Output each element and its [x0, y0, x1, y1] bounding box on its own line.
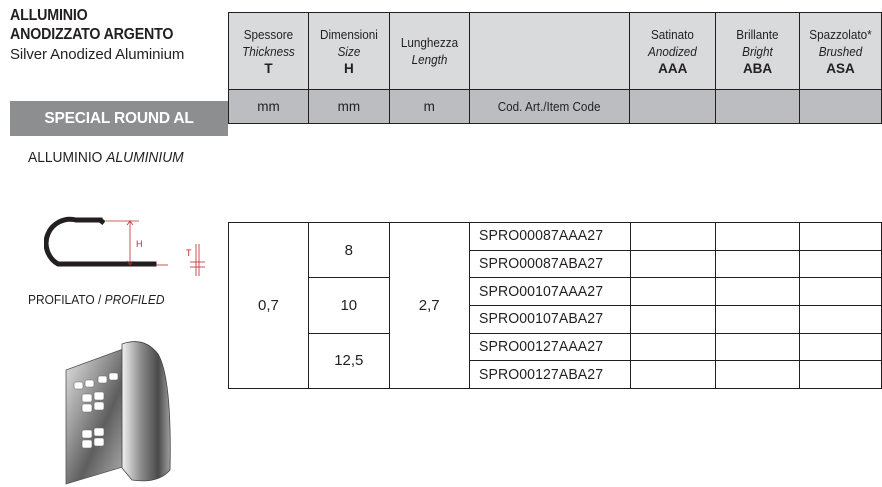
title-line-1: ALLUMINIO: [10, 7, 88, 24]
header-code-blank: [468, 12, 631, 90]
cell-finish-spazzolato: [799, 305, 882, 334]
material-italic: ALUMINIUM: [106, 149, 184, 166]
header-finish-spazzolato: Spazzolato* Brushed ASA: [798, 12, 882, 90]
finish-satinato-en: Anodized: [648, 43, 698, 59]
cell-item-code: SPRO00087AAA27: [468, 222, 631, 251]
material-main: ALLUMINIO: [28, 149, 103, 166]
header-item-code: Cod. Art./Item Code: [468, 89, 631, 124]
profile-shape: [44, 216, 157, 267]
profiled-main: PROFILATO /: [28, 292, 102, 307]
cell-size-12-5: 12,5: [307, 332, 390, 390]
finish-brillante-code: ABA: [742, 60, 773, 76]
product-photo: [65, 341, 171, 485]
cell-item-code: SPRO00107ABA27: [468, 305, 631, 334]
item-code-label: Cod. Art./Item Code: [498, 99, 601, 114]
cell-finish-spazzolato: [799, 222, 882, 251]
spec-data-table: 0,7 8 2,7 SPRO00087AAA27 SPRO00087ABA27 …: [228, 221, 882, 390]
cell-finish-spazzolato: [799, 277, 882, 307]
title-line-3: Silver Anodized Aluminium: [10, 46, 185, 63]
table-row: 0,7 8 2,7 SPRO00087AAA27: [228, 221, 882, 390]
dimension-h: [106, 220, 168, 266]
cell-finish-brillante: [715, 222, 801, 251]
header-length-it: Lunghezza: [400, 35, 458, 50]
finish-spazzolato-it: Spazzolato*: [809, 26, 872, 42]
unit-length: m: [388, 89, 470, 124]
cell-finish-satinato: [629, 305, 717, 334]
cell-finish-satinato: [629, 332, 717, 362]
unit-dimensions: mm: [307, 89, 390, 124]
dimension-h-label: H: [136, 239, 143, 249]
cell-finish-spazzolato: [799, 332, 882, 362]
finish-satinato-it: Satinato: [651, 26, 695, 42]
cell-finish-brillante: [715, 249, 801, 279]
dimension-t-label: T: [186, 248, 192, 258]
header-dimensions-en: Size: [337, 43, 361, 59]
cell-finish-brillante: [715, 360, 801, 390]
header-dimensions-symbol: H: [343, 60, 354, 76]
cell-finish-satinato: [629, 277, 717, 307]
finish-brillante-en: Bright: [742, 43, 773, 59]
finish-spazzolato-code: ASA: [826, 60, 855, 76]
cell-item-code: SPRO00127ABA27: [468, 360, 631, 390]
profiled-italic: PROFILED: [104, 292, 165, 307]
header-finish-satinato: Satinato Anodized AAA: [629, 12, 717, 90]
material-label: ALLUMINIO ALUMINIUM: [28, 149, 184, 166]
cell-finish-satinato: [629, 249, 717, 279]
header-thickness: Spessore Thickness T: [228, 12, 309, 90]
finish-satinato-code: AAA: [658, 60, 688, 76]
header-dimensions-it: Dimensioni: [319, 26, 378, 42]
cell-finish-spazzolato: [799, 360, 882, 390]
profiled-label: PROFILATO / PROFILED: [28, 292, 164, 307]
cell-finish-satinato: [629, 360, 717, 390]
unit-finish-satinato: [629, 89, 717, 124]
spec-header-table: Spessore Thickness T Dimensioni Size H L…: [228, 12, 882, 124]
finish-spazzolato-en: Brushed: [818, 43, 863, 59]
table-row: SPRO00087ABA27: [229, 249, 882, 279]
cell-thickness: 0,7: [228, 221, 309, 390]
table-row: SPRO00127ABA27: [229, 360, 882, 390]
cell-length: 2,7: [388, 221, 470, 390]
finish-brillante-it: Brillante: [736, 26, 779, 42]
header-thickness-it: Spessore: [243, 26, 294, 42]
header-thickness-symbol: T: [264, 60, 273, 76]
header-thickness-en: Thickness: [242, 43, 295, 59]
header-length-en: Length: [411, 52, 448, 67]
cell-finish-spazzolato: [799, 249, 882, 279]
unit-thickness: mm: [228, 89, 309, 124]
cell-finish-brillante: [715, 277, 801, 307]
table-row: 10 SPRO00107AAA27: [229, 277, 882, 334]
cell-finish-brillante: [715, 332, 801, 362]
product-banner: SPECIAL ROUND AL: [10, 101, 228, 136]
cell-item-code: SPRO00087ABA27: [468, 249, 631, 279]
profile-diagram: H T: [44, 216, 205, 276]
cell-finish-brillante: [715, 305, 801, 334]
title-line-2: ANODIZZATO ARGENTO: [10, 26, 174, 43]
cell-item-code: SPRO00127AAA27: [468, 332, 631, 362]
cell-size-10: 10: [307, 277, 390, 334]
header-finish-brillante: Brillante Bright ABA: [715, 12, 800, 90]
dimension-t: [190, 244, 205, 276]
table-row: SPRO00107ABA27: [229, 305, 882, 334]
header-dimensions: Dimensioni Size H: [307, 12, 390, 90]
cell-finish-satinato: [629, 222, 717, 251]
cell-item-code: SPRO00107AAA27: [468, 277, 631, 307]
header-length: Lunghezza Length: [388, 12, 470, 90]
cell-size-8: 8: [307, 221, 390, 279]
table-row: 12,5 SPRO00127AAA27: [229, 332, 882, 390]
product-title: ALLUMINIO ANODIZZATO ARGENTO Silver Anod…: [10, 6, 230, 65]
unit-finish-brillante: [715, 89, 800, 124]
unit-finish-spazzolato: [798, 89, 882, 124]
